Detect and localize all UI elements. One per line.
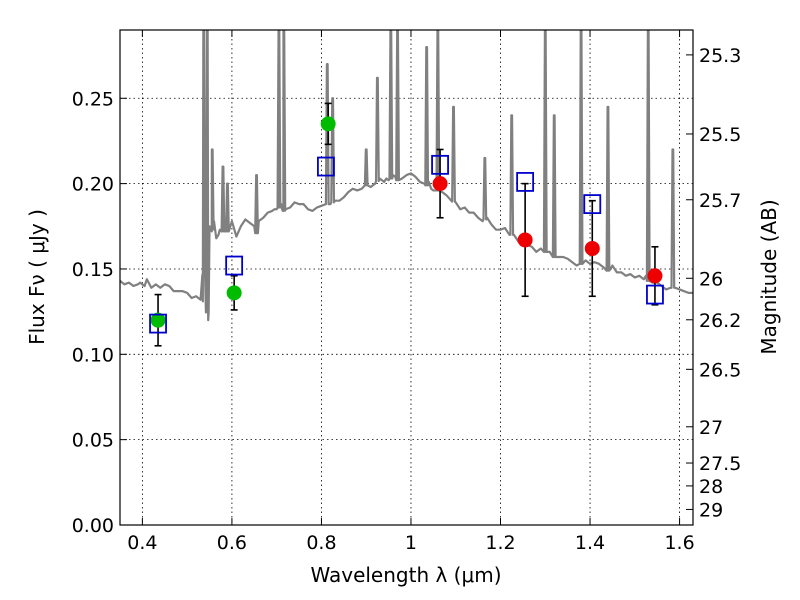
y-tick-label: 0.15	[72, 259, 114, 281]
y-axis-left: 0.00 0.05 0.10 0.15 0.20 0.25	[72, 88, 127, 537]
model-square	[149, 313, 167, 334]
model-square	[646, 284, 664, 305]
y-axis-right-label: Magnitude (AB)	[757, 199, 781, 354]
red-data-point	[584, 240, 600, 256]
green-data-point	[150, 312, 166, 328]
mag-tick-label: 27	[699, 417, 723, 439]
red-data-point	[432, 176, 448, 192]
y-tick-label: 0.25	[72, 88, 114, 110]
x-axis-label: Wavelength λ (μm)	[310, 563, 501, 587]
model-square	[431, 154, 449, 175]
red-data-point	[647, 268, 663, 284]
mag-tick-label: 25.3	[699, 45, 741, 67]
model-square	[225, 255, 244, 276]
data-points	[150, 116, 663, 328]
x-tick-label: 1.4	[575, 532, 605, 554]
x-tick-label: 1.2	[485, 532, 515, 554]
plot-frame	[119, 29, 694, 526]
mag-tick-label: 25.5	[699, 124, 741, 146]
model-square	[583, 194, 602, 215]
x-axis: 0.4 0.6 0.8 1 1.2 1.4 1.6	[127, 30, 695, 554]
mag-tick-label: 28	[699, 476, 723, 498]
y-tick-label: 0.00	[72, 515, 114, 537]
y-tick-label: 0.05	[72, 430, 114, 452]
mag-tick-label: 26.2	[699, 310, 741, 332]
model-square	[317, 156, 335, 177]
template-spectrum	[120, 30, 693, 322]
green-data-point	[320, 116, 336, 132]
y-tick-label: 0.10	[72, 344, 114, 366]
mag-tick-label: 26.5	[699, 359, 741, 381]
green-data-point	[226, 285, 242, 301]
model-squares	[149, 154, 664, 334]
mag-tick-label: 27.5	[699, 453, 741, 475]
mag-tick-label: 25.7	[699, 190, 741, 212]
y-tick-label: 0.20	[72, 174, 114, 196]
y-axis-label: Flux Fν ( μJy )	[25, 209, 49, 345]
x-tick-label: 1.6	[664, 532, 694, 554]
x-tick-label: 0.8	[306, 532, 336, 554]
model-square	[516, 172, 535, 192]
mag-tick-label: 29	[699, 499, 723, 521]
red-data-point	[517, 232, 533, 248]
x-tick-label: 1	[405, 532, 417, 554]
x-tick-label: 0.6	[217, 532, 247, 554]
template-spectrum-line	[120, 30, 693, 322]
mag-tick-label: 26	[699, 268, 723, 290]
x-tick-label: 0.4	[127, 532, 157, 554]
